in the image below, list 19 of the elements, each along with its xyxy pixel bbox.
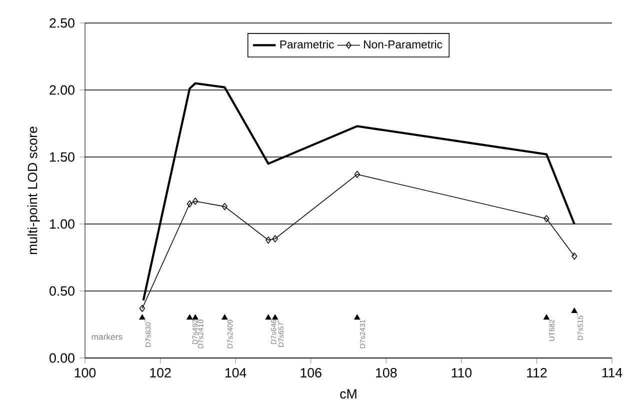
y-tick-label: 2.00: [50, 85, 74, 95]
x-tick-label: 110: [452, 368, 472, 378]
y-tick-label: 1.00: [50, 219, 74, 229]
x-tick-label: 106: [300, 368, 322, 378]
x-tick-label: 108: [376, 368, 397, 378]
x-tick-label: 112: [527, 368, 547, 378]
y-axis-title: multi-point LOD score: [27, 126, 40, 254]
legend-label: Non-Parametric: [364, 40, 442, 48]
annotation: markers: [92, 334, 122, 340]
x-tick-label: 100: [74, 368, 96, 378]
y-tick-label: 2.50: [50, 18, 74, 28]
x-tick-label: 104: [225, 368, 246, 378]
x-tick-label: 102: [150, 368, 171, 378]
legend-label: Parametric: [280, 40, 334, 48]
y-tick-label: 0.00: [50, 353, 74, 363]
y-tick-label: 0.50: [50, 286, 74, 296]
x-axis-title: cM: [340, 389, 356, 399]
x-tick-label: 114: [602, 368, 622, 378]
y-tick-label: 1.50: [50, 152, 74, 162]
